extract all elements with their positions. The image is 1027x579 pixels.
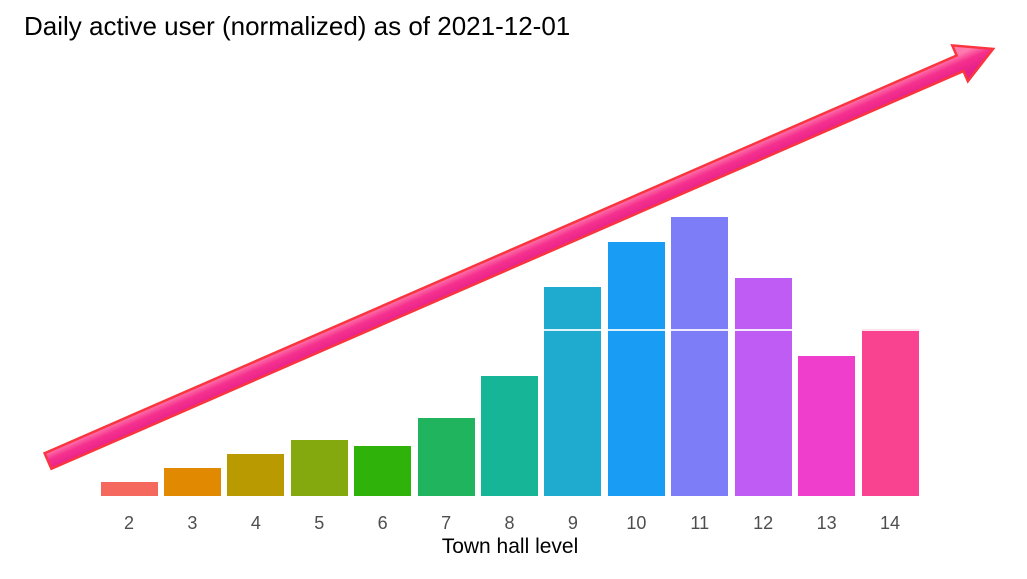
x-tick-label-8: 8	[504, 513, 515, 533]
bar-th14	[861, 329, 919, 496]
bar-th8	[481, 376, 539, 496]
x-tick-label-6: 6	[377, 513, 388, 533]
bar-th10	[607, 242, 665, 496]
bar-th5	[290, 440, 348, 496]
chart-title: Daily active user (normalized) as of 202…	[24, 11, 571, 41]
bar-th3	[163, 468, 221, 496]
bar-th12	[734, 278, 792, 496]
x-tick-label-12: 12	[753, 513, 774, 533]
bar-th7	[417, 418, 475, 496]
bar-th6	[354, 446, 412, 496]
x-tick-label-14: 14	[880, 513, 901, 533]
reference-line	[96, 329, 923, 331]
x-tick-label-9: 9	[567, 513, 578, 533]
x-tick-label-13: 13	[816, 513, 837, 533]
x-tick-label-4: 4	[250, 513, 261, 533]
x-tick-label-3: 3	[187, 513, 198, 533]
bar-th4	[227, 454, 285, 496]
x-tick-label-7: 7	[441, 513, 452, 533]
x-tick-label-2: 2	[123, 513, 134, 533]
bar-th9	[544, 287, 602, 496]
x-axis-label: Town hall level	[441, 535, 579, 558]
x-tick-label-5: 5	[314, 513, 325, 533]
x-tick-label-10: 10	[626, 513, 647, 533]
bar-th13	[798, 356, 856, 496]
x-tick-label-11: 11	[690, 513, 710, 533]
bar-th11	[671, 217, 729, 496]
bar-th2	[100, 482, 158, 496]
